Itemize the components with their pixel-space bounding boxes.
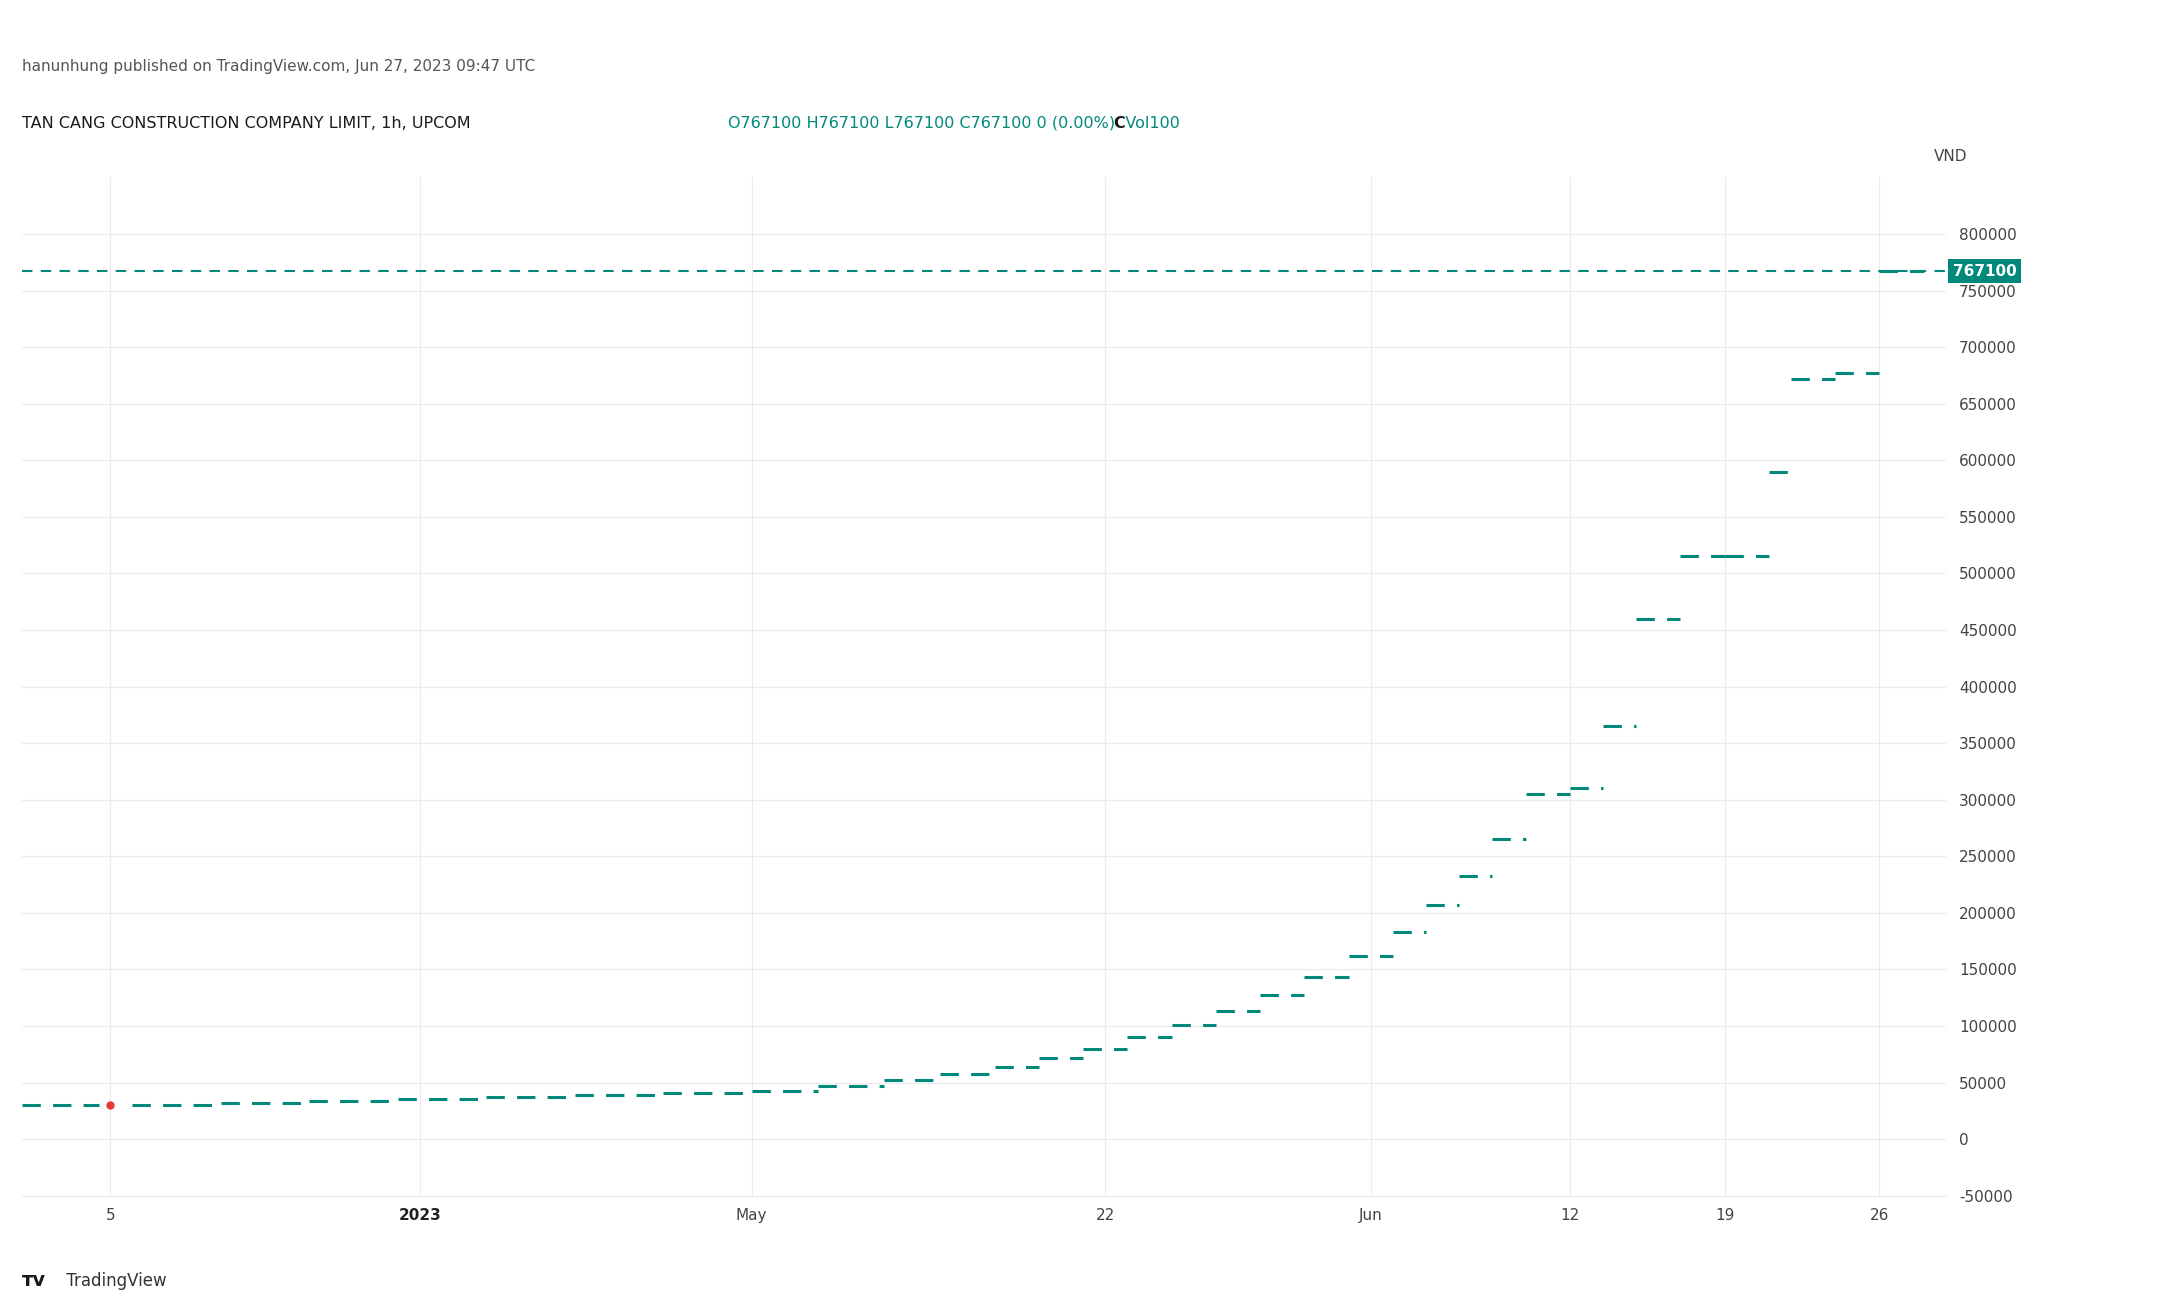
Text: 767100: 767100 bbox=[1952, 264, 2017, 279]
Text: TradingView: TradingView bbox=[61, 1272, 167, 1290]
Text: O767100 H767100 L767100 C767100 0 (0.00%)  Vol100: O767100 H767100 L767100 C767100 0 (0.00%… bbox=[728, 116, 1180, 130]
Text: VND: VND bbox=[1935, 150, 1967, 164]
Text: ᴛᴠ: ᴛᴠ bbox=[22, 1272, 46, 1290]
Text: C: C bbox=[1113, 116, 1124, 130]
Text: hanunhung published on TradingView.com, Jun 27, 2023 09:47 UTC: hanunhung published on TradingView.com, … bbox=[22, 59, 535, 74]
Text: TAN CANG CONSTRUCTION COMPANY LIMIT, 1h, UPCOM: TAN CANG CONSTRUCTION COMPANY LIMIT, 1h,… bbox=[22, 116, 480, 130]
